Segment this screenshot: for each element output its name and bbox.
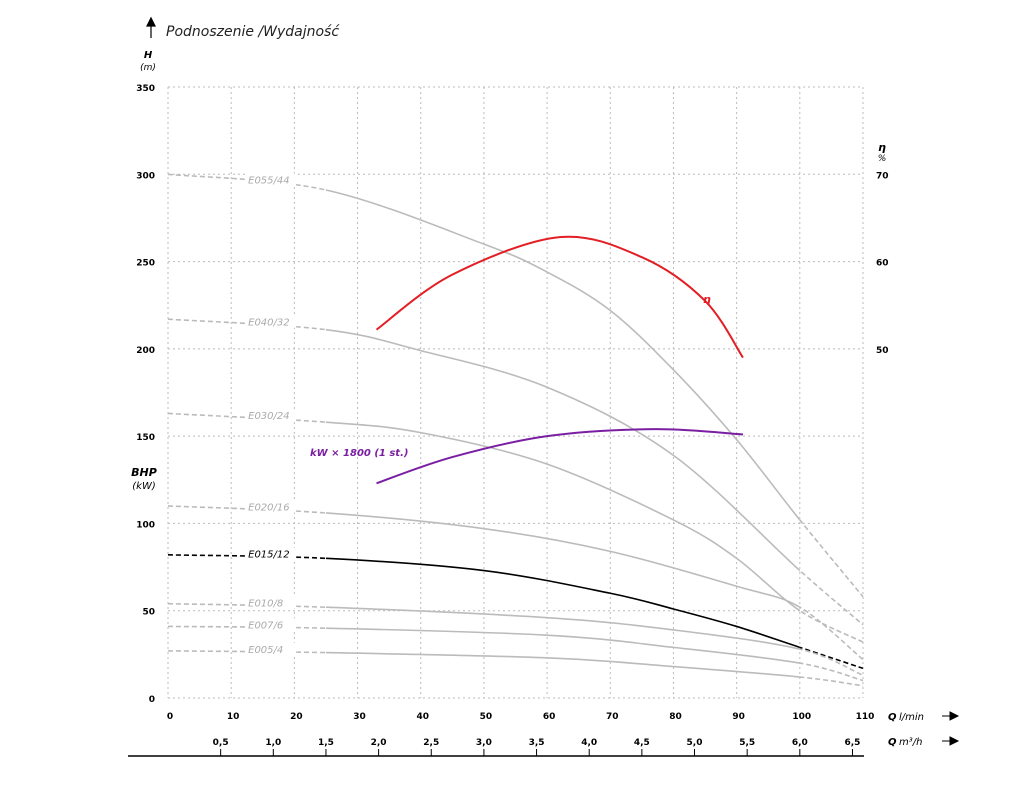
curve-e005-4 (325, 651, 800, 678)
y-axis-label: H (144, 50, 153, 61)
curve-label: E040/32 (248, 318, 289, 329)
curve-e030-24 (325, 421, 800, 612)
x2-tick-label: 4,0 (581, 738, 597, 748)
x-tick-label: 100 (792, 712, 811, 722)
curve-e055-44 (325, 189, 800, 522)
curve-e040-32 (325, 328, 800, 572)
y2-tick-label: 70 (876, 171, 889, 181)
curve-label-bg (246, 642, 297, 655)
x-tick-label: 70 (606, 712, 619, 722)
x2-tick-label: 6,5 (844, 738, 860, 748)
bhp-label: BHP (131, 466, 157, 479)
curve-label-bg (246, 500, 297, 513)
curve-label: E030/24 (248, 411, 289, 422)
ticks: 0 10 20 30 40 50 60 70 80 90 100 110 0 50 100 150 200 250… (136, 84, 889, 756)
up-arrow-icon (146, 16, 156, 38)
x-tick-label: 40 (416, 712, 429, 722)
x2-tick-label: 1,0 (265, 738, 281, 748)
x-tick-label: 110 (856, 712, 875, 722)
x2-tick-label: 3,5 (529, 738, 545, 748)
x-tick-label: 80 (669, 712, 682, 722)
curve-e007-6 (325, 627, 800, 664)
x2-tick-label: 3,0 (476, 738, 492, 748)
chart-title: Podnoszenie /Wydajność (166, 24, 340, 40)
y-tick-label: 250 (136, 259, 155, 269)
y-tick-label: 100 (136, 520, 155, 530)
right-arrow-icon (942, 711, 960, 721)
curve-e015-12 (325, 557, 800, 649)
curve-label: E005/4 (248, 645, 283, 656)
y2-axis-label: η (878, 141, 886, 154)
curve-e010-8-dashed-start (167, 602, 326, 609)
x2-tick-label: 1,5 (318, 738, 334, 748)
curve-label-bg (246, 618, 297, 631)
x2-tick-label: 2,0 (371, 738, 387, 748)
x-tick-label: 60 (543, 712, 556, 722)
x2-tick-label: 2,5 (423, 738, 439, 748)
y-tick-label: 350 (136, 84, 155, 94)
power-label: kW × 1800 (1 st.) (310, 448, 408, 459)
curve-label: E020/16 (248, 503, 289, 514)
curve-label-bg (246, 547, 297, 560)
curve-e040-32-dashed-start (167, 318, 326, 331)
curve-e020-16-dashed-end (799, 606, 864, 661)
x-axis-unit: l/min (899, 712, 924, 723)
x-tick-label: 20 (290, 712, 303, 722)
bhp-unit: (kW) (132, 481, 155, 492)
curve-label-bg (246, 315, 297, 328)
curve-label: E055/44 (248, 175, 289, 186)
efficiency-label: η (703, 293, 711, 306)
x-tick-label: 0 (167, 712, 173, 722)
curve-e020-16 (325, 512, 800, 609)
y2-axis-unit: % (878, 154, 887, 164)
x2-tick-label: 0,5 (213, 738, 229, 748)
y-tick-label: 200 (136, 346, 155, 356)
curve-e040-32-dashed-end (799, 569, 864, 626)
power-curve (376, 428, 744, 485)
y-tick-label: 50 (142, 608, 155, 618)
y2-tick-label: 60 (876, 259, 889, 269)
x2-axis-unit: m³/h (899, 737, 922, 748)
x-tick-label: 90 (732, 712, 745, 722)
curve-label: E015/12 (248, 550, 289, 561)
y-axis-unit: (m) (140, 63, 156, 73)
labels: Podnoszenie /Wydajność H (m) η % BHP (kW… (128, 16, 960, 757)
efficiency-curve (375, 235, 744, 359)
y-tick-label: 150 (136, 433, 155, 443)
y-tick-label: 300 (136, 171, 155, 181)
curve-label: E010/8 (248, 599, 283, 610)
y2-tick-label: 50 (876, 346, 889, 356)
curve-label: E007/6 (248, 620, 283, 631)
x2-axis-q: Q (888, 737, 897, 748)
curve-label-bg (246, 408, 297, 421)
x2-tick-label: 5,0 (687, 738, 703, 748)
y-tick-label: 0 (149, 695, 155, 705)
x2-tick-label: 6,0 (792, 738, 808, 748)
right-arrow-icon (942, 736, 960, 746)
curve-label-bg (246, 596, 297, 609)
x-tick-label: 10 (227, 712, 240, 722)
curve-e010-8-dashed-end (799, 648, 864, 677)
x2-tick-label: 4,5 (634, 738, 650, 748)
x-tick-label: 30 (353, 712, 366, 722)
pump-curves: E055/44 E040/32 E030/24 E020/16 E015/12 E010/… (167, 173, 864, 687)
curve-label-bg (246, 173, 297, 186)
x-axis-q: Q (888, 712, 897, 723)
curve-e020-16-dashed-start (167, 505, 326, 514)
curve-e010-8 (325, 606, 800, 650)
x-tick-label: 50 (480, 712, 493, 722)
x2-tick-label: 5,5 (739, 738, 755, 748)
